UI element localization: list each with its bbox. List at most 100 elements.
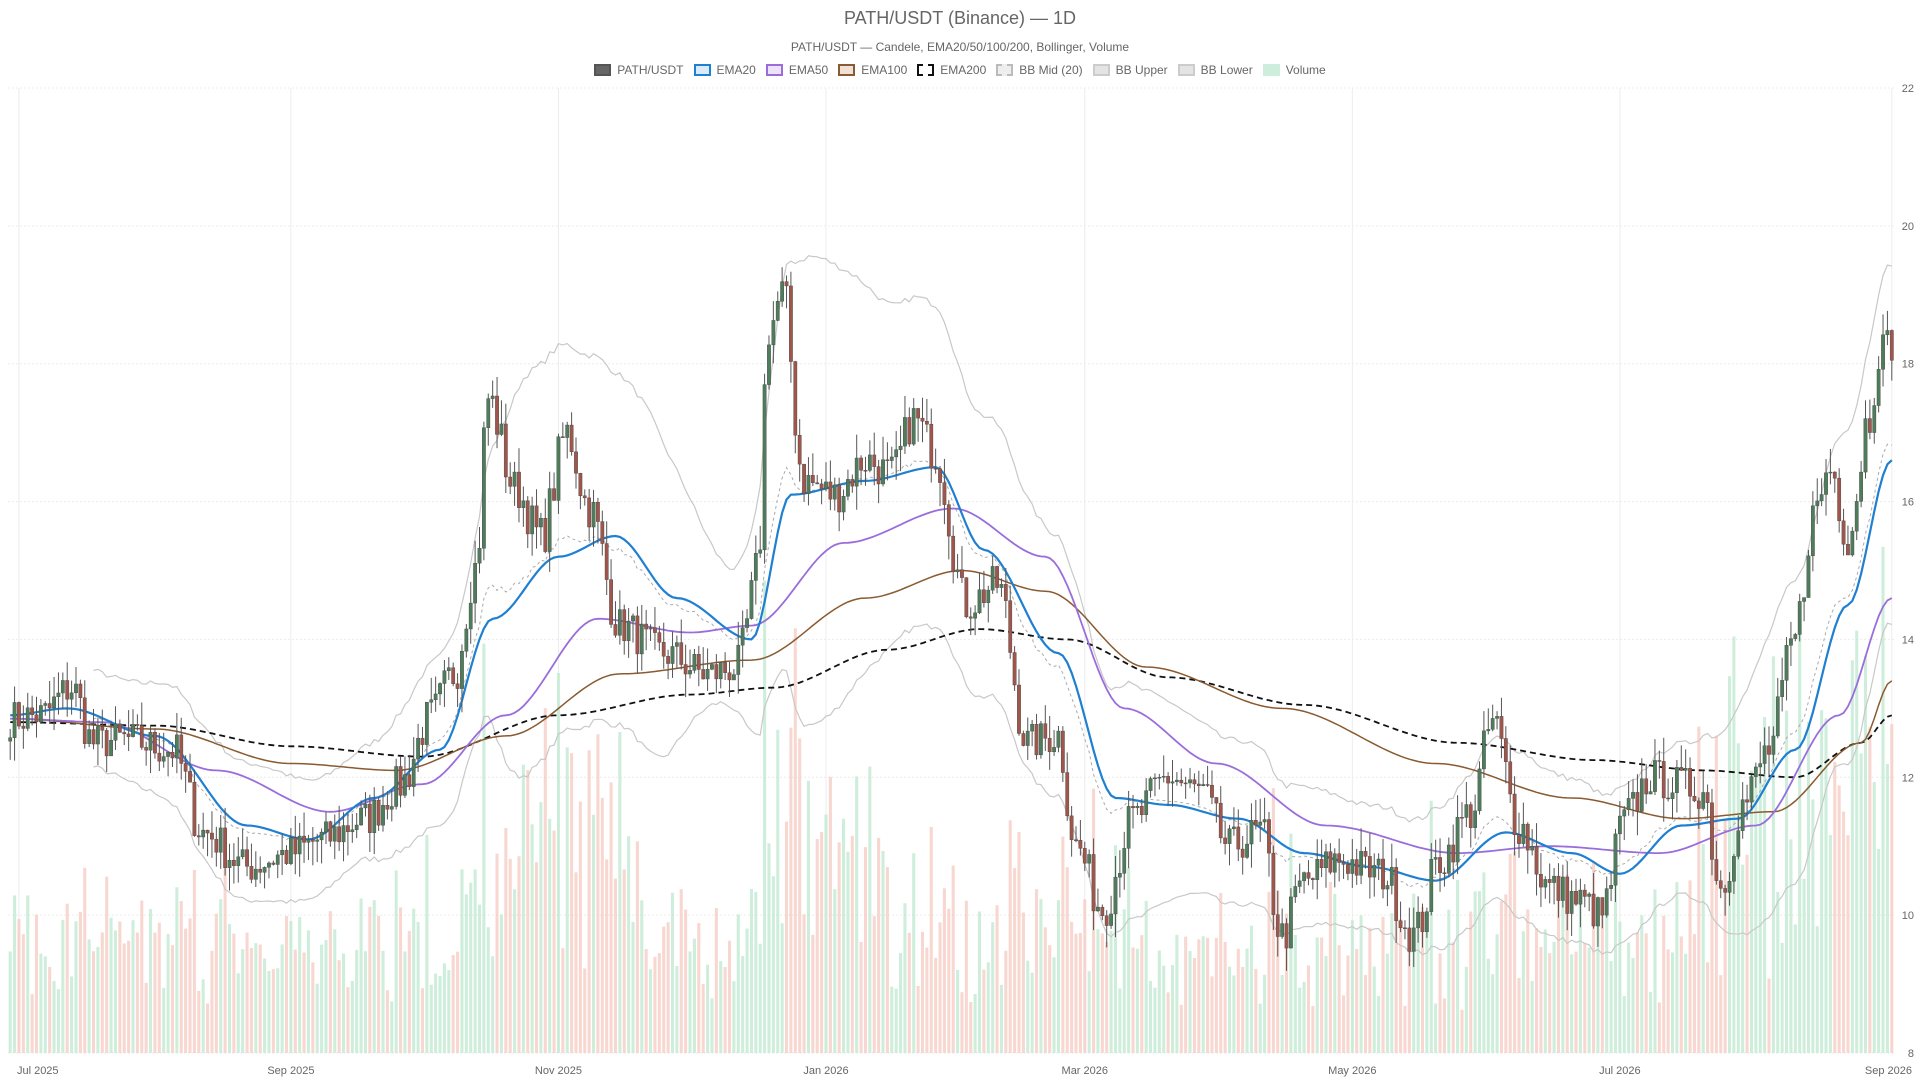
- candle: [1837, 468, 1842, 533]
- candle-body: [1240, 848, 1245, 858]
- candle: [828, 460, 833, 511]
- legend-item[interactable]: BB Upper: [1092, 63, 1168, 77]
- candle: [1319, 839, 1324, 878]
- volume-bar: [1008, 820, 1012, 1053]
- volume-bar: [306, 930, 310, 1053]
- volume-bar: [429, 984, 433, 1053]
- candle: [718, 662, 723, 689]
- volume-bar: [706, 964, 710, 1053]
- candle: [302, 812, 306, 863]
- candle-body: [938, 468, 942, 483]
- legend-item[interactable]: EMA100: [838, 63, 907, 77]
- candle-body: [1789, 638, 1793, 646]
- candle-body: [1350, 859, 1355, 874]
- volume-bar: [1013, 868, 1017, 1053]
- candle-body: [1188, 779, 1192, 784]
- candle: [394, 758, 399, 810]
- candle: [1824, 459, 1828, 516]
- candle: [135, 714, 140, 731]
- candle-body: [600, 521, 605, 544]
- volume-bar: [1670, 952, 1675, 1053]
- volume-bar: [701, 983, 705, 1053]
- candle-body: [1784, 645, 1789, 681]
- volume-bar: [1697, 726, 1701, 1053]
- volume-bar: [254, 943, 258, 1053]
- volume-bar: [1377, 995, 1381, 1053]
- candle: [17, 701, 21, 730]
- volume-bar: [499, 914, 503, 1053]
- candle: [863, 456, 868, 486]
- candle-body: [1420, 911, 1425, 933]
- legend-item[interactable]: Volume: [1262, 63, 1326, 77]
- legend-item[interactable]: EMA20: [693, 63, 756, 77]
- candle-body: [1832, 471, 1837, 479]
- candle: [385, 791, 390, 820]
- legend-item[interactable]: PATH/USDT: [594, 63, 684, 77]
- candle: [832, 477, 837, 511]
- volume-bar: [802, 914, 806, 1053]
- candle-body: [223, 827, 227, 868]
- legend-item[interactable]: EMA200: [917, 63, 986, 77]
- volume-bar: [280, 944, 284, 1053]
- candle: [1433, 839, 1438, 875]
- candle-body: [1368, 856, 1372, 878]
- volume-bar: [284, 915, 289, 1053]
- volume-bar: [1574, 951, 1578, 1053]
- candle: [1148, 776, 1153, 798]
- volume-bar: [543, 708, 547, 1053]
- candle: [201, 812, 206, 849]
- candle-body: [539, 518, 543, 528]
- candle: [903, 395, 907, 454]
- legend-item[interactable]: BB Mid (20): [996, 63, 1083, 77]
- volume-bar: [951, 865, 955, 1053]
- candle: [1293, 874, 1298, 903]
- candle-body: [1223, 837, 1227, 844]
- candle-body: [236, 856, 241, 866]
- candle-body: [784, 281, 789, 287]
- x-tick-label: Nov 2025: [535, 1065, 582, 1077]
- candle-body: [1499, 716, 1504, 739]
- candle-body: [284, 849, 289, 864]
- candle-body: [52, 696, 56, 709]
- volume-bar: [1048, 945, 1052, 1053]
- candle: [810, 453, 815, 486]
- candle-body: [789, 285, 793, 362]
- candle: [21, 705, 26, 749]
- volume-bar: [298, 917, 302, 1053]
- candle: [1806, 549, 1811, 598]
- volume-bar: [420, 988, 425, 1053]
- candle: [104, 727, 109, 773]
- candle: [569, 412, 574, 456]
- candle: [1183, 776, 1188, 799]
- candle: [245, 836, 249, 877]
- candle-body: [183, 763, 188, 772]
- legend-item[interactable]: EMA50: [765, 63, 828, 77]
- volume-bar: [942, 888, 946, 1053]
- volume-bar: [859, 941, 863, 1053]
- legend-item[interactable]: BB Lower: [1177, 63, 1253, 77]
- volume-bar: [434, 973, 438, 1053]
- candle-body: [1293, 886, 1298, 898]
- candle-body: [1245, 843, 1249, 858]
- candle-body: [696, 654, 701, 670]
- volume-bar: [1342, 995, 1346, 1053]
- volume-bar: [1517, 977, 1521, 1053]
- candle: [218, 814, 223, 869]
- candle: [714, 654, 719, 694]
- candle: [161, 732, 166, 768]
- candle: [1714, 840, 1719, 885]
- volume-bar: [1153, 987, 1157, 1053]
- candle: [1425, 907, 1429, 938]
- candle: [363, 792, 368, 817]
- candle: [1047, 715, 1052, 770]
- candle: [1793, 632, 1798, 642]
- candle-body: [907, 417, 912, 445]
- volume-bar: [311, 962, 315, 1053]
- candle: [1539, 853, 1543, 907]
- candle-body: [1775, 696, 1780, 737]
- volume-bar: [1890, 724, 1894, 1053]
- candle: [1499, 697, 1504, 759]
- candle: [1473, 794, 1477, 839]
- volume-bar: [1394, 871, 1398, 1053]
- candle-body: [1683, 768, 1688, 771]
